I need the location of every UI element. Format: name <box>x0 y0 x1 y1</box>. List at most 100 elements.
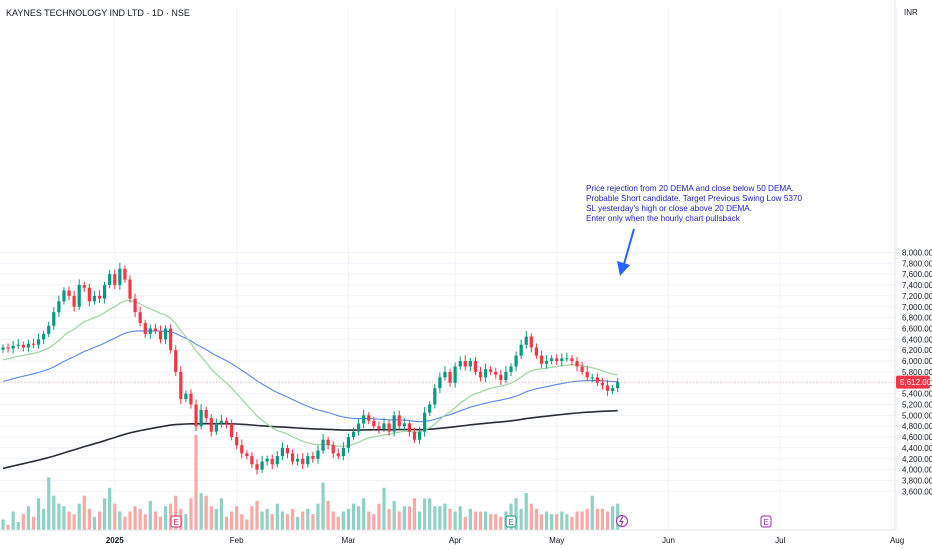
price-axis[interactable]: 3,600.003,800.00 4,000.00 4,200.00 4,400.00… <box>902 248 932 496</box>
candle-body <box>346 437 351 448</box>
candle-body <box>92 295 97 302</box>
volume-bar <box>72 514 76 530</box>
volume-bar <box>163 506 168 530</box>
annotation-line-2: Probable Short candidate. Target Previou… <box>586 194 802 203</box>
candle-body <box>458 361 462 367</box>
volume-bar <box>285 514 290 530</box>
volume-bar <box>611 506 615 530</box>
volume-bar <box>351 503 356 530</box>
volume-bar <box>494 514 498 530</box>
volume-bar <box>443 503 447 530</box>
candle-body <box>524 336 528 345</box>
volume-bar <box>92 516 97 530</box>
candle-body <box>565 358 569 360</box>
chart-title: KAYNES TECHNOLOGY IND LTD · 1D · NSE <box>6 8 190 18</box>
annotation-line-4: Enter only when the hourly chart pullsba… <box>586 214 741 223</box>
candle-body <box>57 301 61 313</box>
candle-body <box>138 312 142 324</box>
candle-body <box>290 453 295 462</box>
candle-body <box>31 343 36 345</box>
price-tick-label: 7,000.00 <box>902 303 932 312</box>
time-tick-label: 2025 <box>106 536 124 545</box>
volume-bar <box>57 503 61 530</box>
price-tick-label: 4,600.00 <box>902 433 932 442</box>
volume-bar <box>235 506 239 530</box>
price-tick-label: 4,200.00 <box>902 455 932 464</box>
candle-body <box>153 328 157 332</box>
volume-bar <box>362 498 366 530</box>
candle-body <box>306 456 310 465</box>
annotation-line-1: Price rejection from 20 DEMA and close b… <box>586 184 794 193</box>
candle-body <box>544 361 549 364</box>
dividend-marker-icon[interactable] <box>616 515 628 527</box>
price-tick-label: 5,800.00 <box>902 368 932 377</box>
candle-body <box>316 450 320 459</box>
time-tick-label: Aug <box>890 536 904 545</box>
volume-bar <box>113 503 117 530</box>
candle-body <box>36 339 41 345</box>
candle-body <box>118 268 122 286</box>
candle-body <box>296 458 300 462</box>
candle-body <box>484 369 488 378</box>
candle-body <box>16 344 20 346</box>
candle-body <box>128 279 132 299</box>
volume-bar <box>458 506 462 530</box>
volume-bar <box>514 498 518 530</box>
candle-body <box>189 393 193 405</box>
volume-bar <box>565 514 569 530</box>
volume-bar <box>296 516 300 530</box>
last-price-label: 5,612.00 <box>900 378 932 387</box>
volume-bar <box>336 516 340 530</box>
earnings-marker-icon[interactable]: E <box>505 515 517 528</box>
candle-body <box>616 382 620 389</box>
volume-bar <box>372 514 376 530</box>
volume-bar <box>204 495 208 530</box>
earnings-marker-icon[interactable]: E <box>760 515 772 528</box>
volume-bar <box>224 516 229 530</box>
volume-bar <box>290 508 295 530</box>
volume-bar <box>367 511 371 530</box>
annotation: Price rejection from 20 DEMA and close b… <box>586 184 802 223</box>
volume-bar <box>103 498 107 530</box>
candle-body <box>402 423 406 427</box>
candle-body <box>260 461 264 470</box>
volume-bar <box>214 508 218 530</box>
volume-bar <box>133 506 137 530</box>
candle-body <box>255 464 259 470</box>
candle-body <box>336 453 340 457</box>
candle-body <box>423 412 427 432</box>
svg-text:E: E <box>764 518 769 527</box>
price-tick-label: 6,600.00 <box>902 324 932 333</box>
volume-bar <box>260 511 264 530</box>
candle-body <box>341 447 345 457</box>
volume-bar <box>26 506 30 530</box>
volume-bar <box>209 506 213 530</box>
volume-bar <box>189 498 193 530</box>
earnings-marker-icon[interactable]: E <box>170 515 182 528</box>
volume-bar <box>524 493 528 530</box>
candle-body <box>224 420 229 424</box>
volume-bars <box>1 435 620 530</box>
volume-bar <box>311 514 315 530</box>
price-tick-label: 5,200.00 <box>902 400 932 409</box>
candle-body <box>321 439 325 451</box>
price-tick-label: 4,000.00 <box>902 466 932 475</box>
volume-bar <box>42 508 46 530</box>
volume-bar <box>280 511 284 530</box>
volume-bar <box>265 508 269 530</box>
volume-bar <box>387 508 391 530</box>
candle-body <box>275 456 279 465</box>
volume-bar <box>519 508 523 530</box>
volume-bar <box>184 514 188 530</box>
volume-bar <box>1 519 5 530</box>
candle-body <box>600 382 605 386</box>
volume-bar <box>423 498 427 530</box>
price-tick-label: 6,000.00 <box>902 357 932 366</box>
time-axis[interactable]: 2025FebMarAprMayJunJulAugSep <box>106 536 932 545</box>
volume-bar <box>357 506 361 530</box>
volume-bar <box>245 519 249 530</box>
volume-bar <box>331 511 335 530</box>
volume-bar <box>600 508 605 530</box>
candle-body <box>590 377 594 379</box>
